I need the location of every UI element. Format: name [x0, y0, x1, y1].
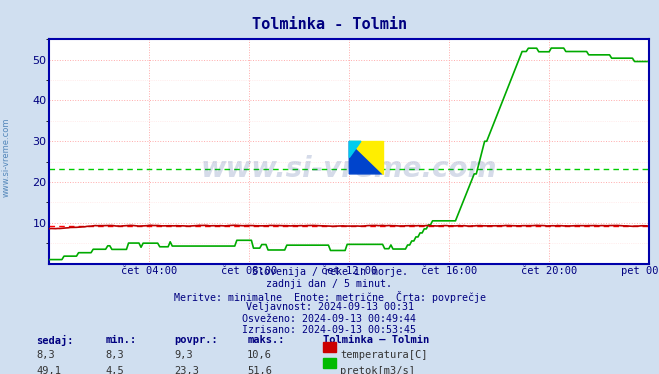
Text: 9,3: 9,3 — [175, 350, 193, 361]
Text: min.:: min.: — [105, 335, 136, 345]
Text: pretok[m3/s]: pretok[m3/s] — [340, 366, 415, 374]
Text: 4,5: 4,5 — [105, 366, 124, 374]
Text: Izrisano: 2024-09-13 00:53:45: Izrisano: 2024-09-13 00:53:45 — [243, 325, 416, 335]
Polygon shape — [349, 141, 361, 157]
Text: 10,6: 10,6 — [247, 350, 272, 361]
Text: Veljavnost: 2024-09-13 00:31: Veljavnost: 2024-09-13 00:31 — [246, 302, 413, 312]
Text: Meritve: minimalne  Enote: metrične  Črta: povprečje: Meritve: minimalne Enote: metrične Črta:… — [173, 291, 486, 303]
Text: temperatura[C]: temperatura[C] — [340, 350, 428, 361]
Text: 8,3: 8,3 — [105, 350, 124, 361]
Text: www.si-vreme.com: www.si-vreme.com — [201, 156, 498, 183]
Text: povpr.:: povpr.: — [175, 335, 218, 345]
Polygon shape — [349, 141, 383, 174]
Text: zadnji dan / 5 minut.: zadnji dan / 5 minut. — [266, 279, 393, 289]
Text: Tolminka – Tolmin: Tolminka – Tolmin — [323, 335, 429, 345]
Text: 51,6: 51,6 — [247, 366, 272, 374]
Text: 49,1: 49,1 — [36, 366, 61, 374]
Text: 8,3: 8,3 — [36, 350, 55, 361]
Text: Slovenija / reke in morje.: Slovenija / reke in morje. — [252, 267, 407, 278]
Text: Tolminka - Tolmin: Tolminka - Tolmin — [252, 17, 407, 32]
Text: sedaj:: sedaj: — [36, 335, 74, 346]
Polygon shape — [349, 141, 383, 174]
Text: 23,3: 23,3 — [175, 366, 200, 374]
Text: Osveženo: 2024-09-13 00:49:44: Osveženo: 2024-09-13 00:49:44 — [243, 314, 416, 324]
Text: maks.:: maks.: — [247, 335, 285, 345]
Text: www.si-vreme.com: www.si-vreme.com — [2, 117, 11, 197]
